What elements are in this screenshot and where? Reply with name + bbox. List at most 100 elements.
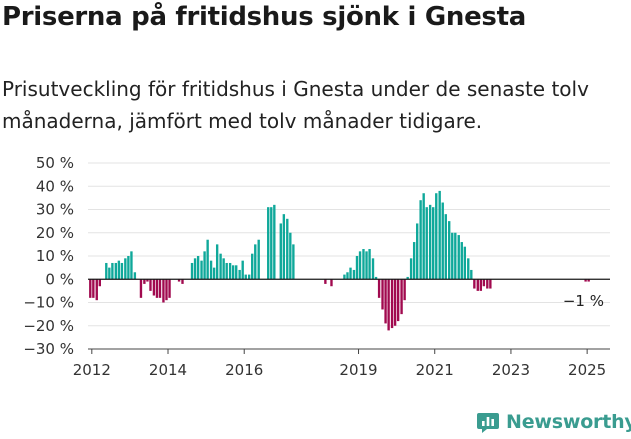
bar	[133, 272, 137, 280]
bar	[165, 279, 168, 301]
last-value-label: −1 %	[563, 292, 604, 310]
x-tick-label: 2014	[149, 361, 187, 379]
bar	[368, 249, 371, 280]
bar	[587, 279, 590, 282]
bar	[409, 258, 413, 280]
bar	[203, 251, 206, 280]
bar	[584, 279, 587, 282]
chart-subtitle: Prisutveckling för fritidshus i Gnesta u…	[2, 77, 589, 133]
bar	[365, 251, 368, 280]
bar	[158, 279, 162, 298]
bar	[419, 200, 422, 280]
bar	[387, 279, 390, 331]
brand-name: Newsworthy	[506, 411, 631, 433]
bar	[435, 193, 438, 280]
bar	[273, 204, 276, 280]
bar	[432, 207, 435, 280]
bar	[289, 232, 292, 280]
bar	[124, 258, 127, 280]
bar	[155, 279, 159, 298]
y-tick-label: 40 %	[36, 177, 74, 195]
bar	[381, 279, 384, 310]
x-tick-label: 2023	[492, 361, 530, 379]
bar	[476, 279, 479, 291]
bar	[396, 279, 400, 322]
x-tick-label: 2021	[416, 361, 454, 379]
bar	[425, 207, 428, 280]
y-tick-label: −20 %	[23, 317, 74, 335]
bar	[114, 262, 118, 280]
bar	[346, 272, 349, 280]
bar	[349, 267, 352, 280]
bar	[374, 276, 378, 280]
bar	[190, 262, 194, 280]
bar	[209, 260, 213, 280]
bar	[105, 262, 108, 280]
y-tick-label: 20 %	[36, 224, 74, 242]
bar	[254, 244, 257, 280]
bar	[181, 279, 184, 284]
bar	[428, 204, 432, 280]
bar	[241, 260, 244, 280]
bar	[393, 279, 397, 326]
bar	[489, 279, 492, 289]
bar	[444, 214, 447, 280]
bar	[384, 279, 387, 324]
bar	[108, 267, 111, 280]
bar	[89, 279, 92, 298]
bar	[244, 274, 247, 280]
bar	[282, 214, 286, 280]
bar	[460, 242, 463, 280]
bar	[238, 269, 241, 280]
bar	[235, 265, 238, 280]
y-tick-label: 10 %	[36, 247, 74, 265]
y-tick-label: 0 %	[45, 270, 74, 288]
bar	[120, 262, 124, 280]
bar	[482, 279, 486, 287]
bar	[457, 235, 460, 280]
x-tick-label: 2012	[73, 361, 111, 379]
bar	[463, 246, 467, 280]
gridlines	[88, 162, 610, 350]
bar	[152, 279, 156, 296]
bar	[196, 256, 200, 280]
bar	[193, 258, 197, 280]
x-tick-label: 2016	[225, 361, 263, 379]
page-title: Priserna på fritidshus sjönk i Gnesta	[2, 2, 526, 32]
bar	[470, 269, 473, 280]
bar	[257, 239, 260, 280]
bar	[377, 279, 381, 298]
bar	[441, 202, 444, 280]
y-tick-label: −30 %	[23, 340, 74, 358]
bar	[117, 260, 121, 280]
bar	[422, 193, 425, 280]
y-axis: 50 % 40 % 30 % 20 % 10 % 0 % −10 % −20 % −30 %	[23, 154, 74, 358]
bar	[225, 262, 228, 280]
bar	[212, 267, 216, 280]
x-tick-label: 2025	[568, 361, 606, 379]
y-tick-label: 50 %	[36, 154, 74, 172]
bar	[92, 279, 95, 298]
bar	[454, 232, 457, 280]
bar	[177, 279, 181, 282]
x-axis: 2012 2014 2016 2019 2021 2023 2025	[73, 349, 606, 379]
bar	[451, 232, 454, 280]
bar	[200, 260, 203, 280]
bar	[473, 279, 476, 289]
bar	[467, 258, 470, 280]
brand-logo: Newsworthy	[476, 408, 631, 436]
bar-chart-logo-icon	[477, 413, 499, 433]
bar	[416, 223, 419, 280]
bar	[358, 251, 362, 280]
bar	[438, 190, 441, 280]
bar	[286, 218, 289, 280]
bar	[343, 274, 346, 280]
bar	[139, 279, 143, 298]
bar	[111, 262, 114, 280]
bar	[362, 249, 365, 280]
bar	[168, 279, 171, 298]
x-tick-label: 2019	[339, 361, 377, 379]
bar	[228, 262, 232, 280]
bar	[412, 242, 416, 280]
